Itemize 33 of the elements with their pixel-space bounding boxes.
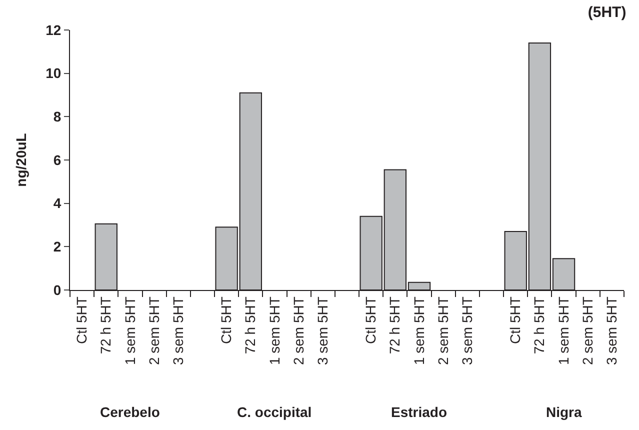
x-tick-label: 2 sem 5HT <box>579 296 596 366</box>
x-tick-label: Ctl 5HT <box>74 296 90 344</box>
x-tick-label: 3 sem 5HT <box>170 296 186 366</box>
y-tick-label: 12 <box>46 22 62 38</box>
x-tick-label: 1 sem 5HT <box>555 296 572 366</box>
text: Cerebelo <box>100 404 160 420</box>
x-tick-label: 2 sem 5HT <box>146 296 162 366</box>
x-tick-label: 1 sem 5HT <box>266 296 282 366</box>
x-tick-label: Ctl 5HT <box>507 296 524 344</box>
y-tick-label: 0 <box>53 282 62 298</box>
x-tick-label: 3 sem 5HT <box>604 296 620 366</box>
x-tick-label: 3 sem 5HT <box>458 296 475 366</box>
y-tick-label: 8 <box>53 108 62 125</box>
x-tick-label: 72 h 5HT <box>531 296 548 354</box>
x-tick-label: Ctl 5HT <box>362 296 379 344</box>
y-tick-label: 2 <box>53 238 62 255</box>
x-tick-label: 1 sem 5HT <box>122 296 138 366</box>
x-tick-label: 72 h 5HT <box>386 296 403 354</box>
text: Estriado <box>391 404 448 420</box>
y-tick-label: 4 <box>53 195 62 212</box>
y-tick-label: 10 <box>46 65 62 82</box>
x-tick-label: 2 sem 5HT <box>290 296 306 366</box>
y-axis-title: ng/20uL <box>13 132 30 187</box>
x-tick-label: 72 h 5HT <box>242 296 258 354</box>
x-tick-label: 2 sem 5HT <box>434 296 451 366</box>
x-tick-label: 1 sem 5HT <box>410 296 427 366</box>
chart-title: (5HT) <box>588 4 626 21</box>
y-tick-label: 6 <box>53 152 62 168</box>
x-tick-label: 3 sem 5HT <box>314 296 330 366</box>
text: Nigra <box>546 404 582 420</box>
x-tick-label: Ctl 5HT <box>218 296 234 344</box>
x-tick-label: 72 h 5HT <box>98 296 114 354</box>
text: C. occipital <box>237 404 312 420</box>
